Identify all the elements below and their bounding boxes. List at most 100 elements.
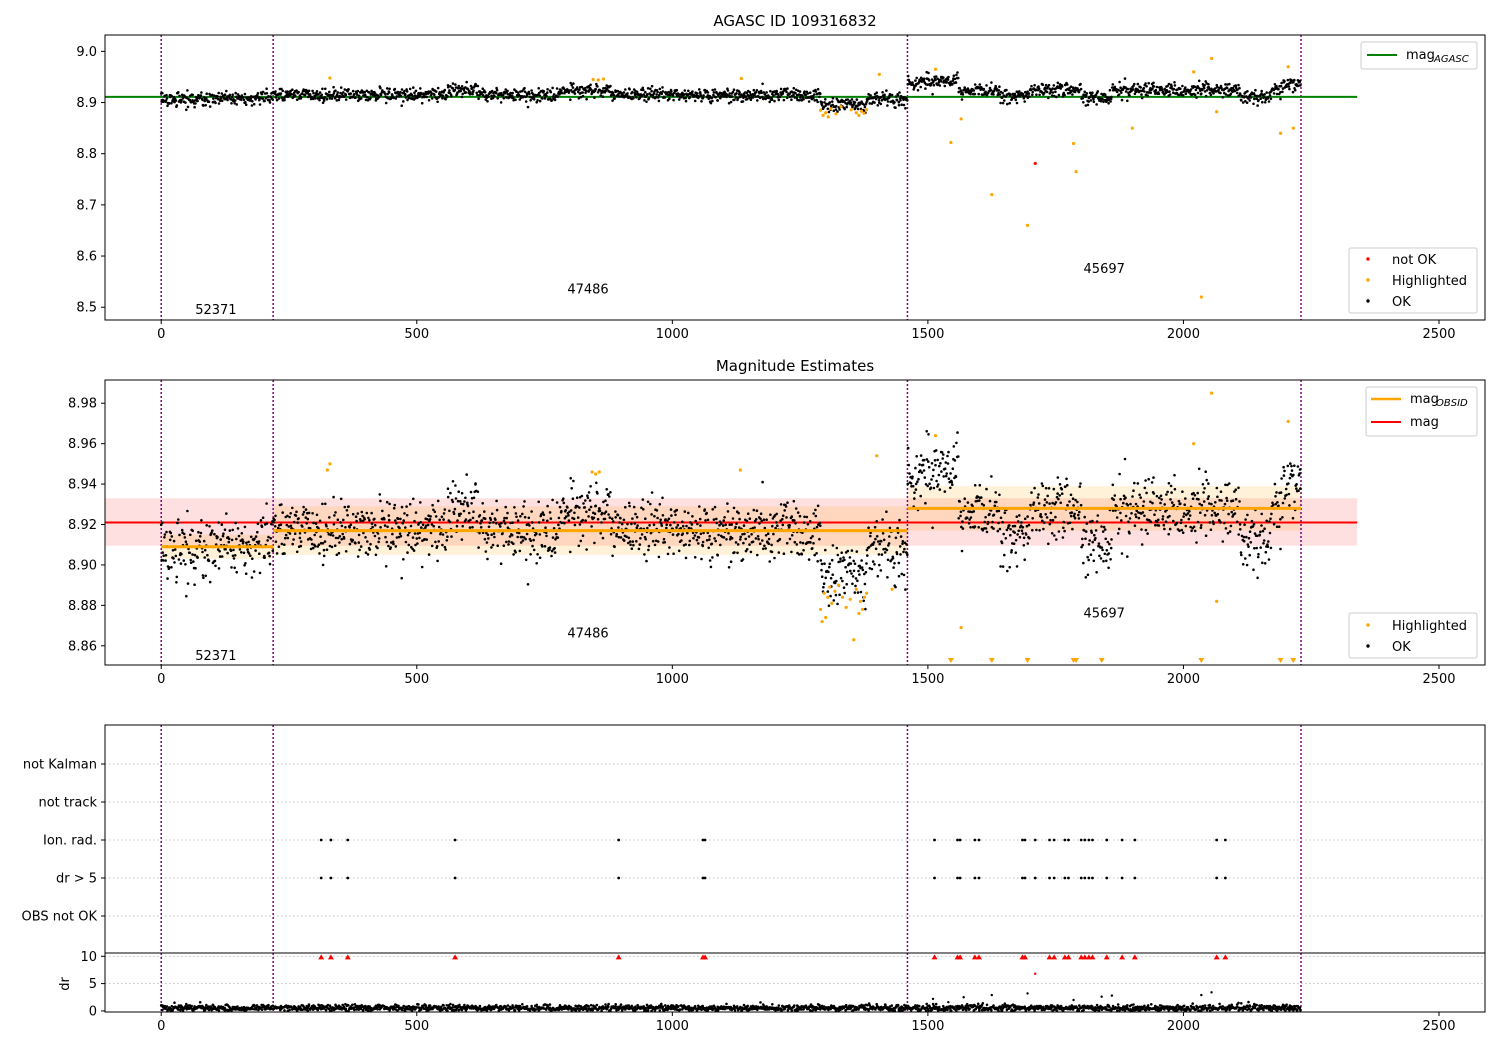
ok-point [402, 100, 405, 103]
ok-point [1182, 89, 1186, 93]
highlighted-point [820, 619, 824, 624]
flag-point [956, 876, 959, 880]
ok-point [984, 527, 988, 530]
ok-point [185, 543, 189, 546]
ok-point [752, 88, 756, 92]
ok-point [198, 535, 202, 538]
highlighted-point [1074, 170, 1078, 174]
ok-point [1216, 512, 1220, 516]
ok-point [345, 509, 349, 512]
dr-point [165, 1005, 169, 1008]
ok-point [991, 520, 994, 524]
ok-point [259, 97, 263, 100]
ok-point [779, 87, 783, 91]
ok-point [1055, 538, 1058, 541]
ok-point [393, 503, 397, 507]
ok-point [542, 90, 546, 93]
ok-point [936, 485, 939, 488]
ok-point [328, 97, 332, 100]
ok-point [322, 99, 326, 102]
ok-point [564, 509, 567, 512]
ok-point [1210, 514, 1214, 517]
ok-point [584, 86, 587, 90]
ok-point [853, 562, 857, 565]
ok-point [773, 99, 776, 103]
ok-point [1047, 83, 1051, 87]
ok-point [288, 532, 292, 535]
ok-point [399, 94, 403, 98]
ok-point [1131, 495, 1134, 498]
ok-point [855, 98, 859, 101]
ok-point [305, 522, 309, 525]
ok-point [875, 520, 878, 523]
ok-point [683, 510, 687, 513]
ok-point [978, 483, 982, 487]
agasc-xtick-label: 1000 [656, 327, 689, 342]
ok-point [1051, 518, 1055, 522]
ok-point [385, 540, 389, 544]
ok-point [599, 532, 602, 535]
ok-point [617, 535, 621, 539]
ok-point [1213, 511, 1216, 515]
ok-point [1199, 526, 1203, 529]
ok-point [619, 516, 622, 520]
ok-point [897, 561, 901, 565]
ok-point [302, 505, 305, 509]
ok-point [1013, 531, 1016, 534]
ok-point [268, 101, 272, 104]
ok-point [730, 95, 734, 98]
ok-point [189, 533, 192, 537]
ok-point [254, 98, 257, 101]
ok-point [588, 499, 592, 502]
ok-point [606, 87, 609, 91]
flag-point [617, 876, 621, 880]
ok-point [705, 539, 709, 542]
ok-point [675, 526, 678, 529]
ok-point [1158, 496, 1161, 500]
ok-point [549, 90, 553, 94]
ok-point [208, 580, 212, 584]
ok-point [953, 77, 957, 81]
ok-point [665, 526, 668, 530]
ok-point [877, 99, 881, 102]
ok-point [686, 531, 689, 535]
ok-point [641, 498, 645, 501]
dr-point [307, 1004, 311, 1008]
ok-point [969, 526, 972, 529]
ok-point [839, 576, 843, 580]
ok-point [314, 522, 318, 525]
ok-point [179, 101, 183, 104]
ok-point [479, 522, 482, 525]
ok-point [530, 510, 533, 513]
ok-point [556, 536, 560, 539]
highlighted-point [864, 591, 869, 595]
flag-point [1033, 838, 1037, 842]
flag-point [1067, 876, 1070, 880]
ok-point [449, 85, 452, 88]
ok-point [871, 543, 875, 546]
ok-point [226, 98, 229, 102]
ok-point [508, 535, 512, 538]
panel-agasc-lines [105, 35, 1358, 320]
ok-point [1006, 569, 1009, 573]
ok-point [520, 535, 524, 539]
ok-point [191, 529, 194, 533]
ok-point [413, 91, 416, 94]
ok-point [275, 552, 279, 555]
flag-point [958, 876, 962, 880]
ok-point [961, 527, 965, 530]
ok-point [1136, 482, 1140, 485]
ok-point [1066, 83, 1069, 86]
ok-point [814, 508, 817, 512]
ok-point [236, 527, 240, 530]
ok-point [1140, 543, 1144, 546]
ok-point [868, 102, 872, 105]
ok-point [760, 519, 763, 523]
ok-point [874, 97, 878, 101]
ok-point [465, 80, 469, 84]
ok-point [839, 557, 842, 560]
ok-point [1065, 477, 1068, 481]
ok-point [790, 515, 794, 518]
ok-point [661, 86, 664, 89]
ok-point [394, 97, 398, 100]
